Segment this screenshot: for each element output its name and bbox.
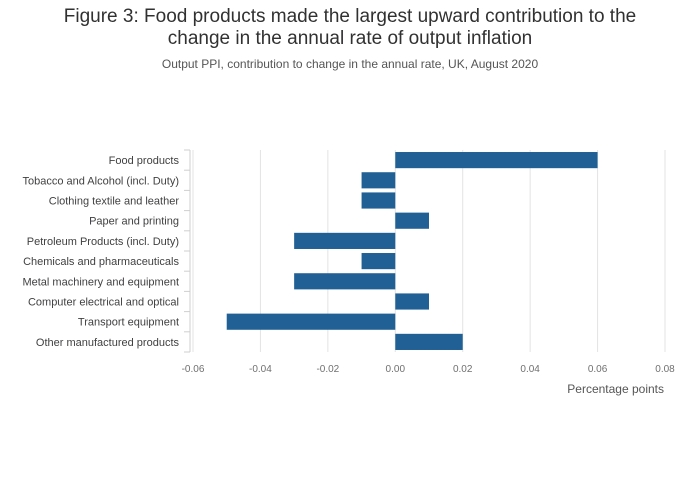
bar: [395, 152, 598, 169]
chart-subtitle: Output PPI, contribution to change in th…: [161, 57, 539, 71]
x-tick-labels: -0.06 -0.04 -0.02 0.00 0.02 0.04 0.06 0.08: [182, 364, 676, 375]
x-axis-title: Percentage points: [567, 382, 664, 396]
chart-title-line-2: change in the annual rate of output infl…: [167, 28, 533, 49]
x-tick-label: 0.00: [386, 364, 406, 375]
bar: [226, 313, 396, 330]
gridlines: [192, 150, 666, 352]
category-label: Metal machinery and equipment: [22, 276, 179, 288]
chart-title-line-1: Figure 3: Food products made the largest…: [63, 6, 637, 27]
category-label: Transport equipment: [78, 317, 179, 329]
category-label: Clothing textile and leather: [49, 196, 180, 208]
x-tick-label: 0.04: [520, 364, 540, 375]
bar: [395, 212, 429, 229]
category-label: Paper and printing: [89, 216, 179, 228]
bar: [395, 333, 463, 350]
category-label: Computer electrical and optical: [28, 297, 179, 309]
category-axis: [184, 149, 191, 353]
category-label: Other manufactured products: [36, 337, 180, 349]
bar: [361, 192, 396, 209]
x-tick-label: 0.02: [453, 364, 473, 375]
category-label: Food products: [109, 155, 180, 167]
bars: [226, 152, 598, 350]
category-label: Petroleum Products (incl. Duty): [27, 236, 179, 248]
bar: [395, 293, 429, 310]
category-label: Tobacco and Alcohol (incl. Duty): [22, 175, 179, 187]
chart-title: Figure 3: Food products made the largest…: [0, 6, 700, 50]
category-label: Chemicals and pharmaceuticals: [23, 256, 179, 268]
bar: [294, 232, 396, 249]
x-tick-label: 0.06: [588, 364, 608, 375]
bar: [361, 253, 396, 270]
bar: [294, 273, 396, 290]
category-labels: Food products Tobacco and Alcohol (incl. …: [22, 155, 179, 349]
x-tick-label: -0.02: [316, 364, 339, 375]
x-tick-label: 0.08: [655, 364, 675, 375]
bar: [361, 172, 396, 189]
x-tick-label: -0.04: [249, 364, 272, 375]
x-tick-label: -0.06: [182, 364, 205, 375]
